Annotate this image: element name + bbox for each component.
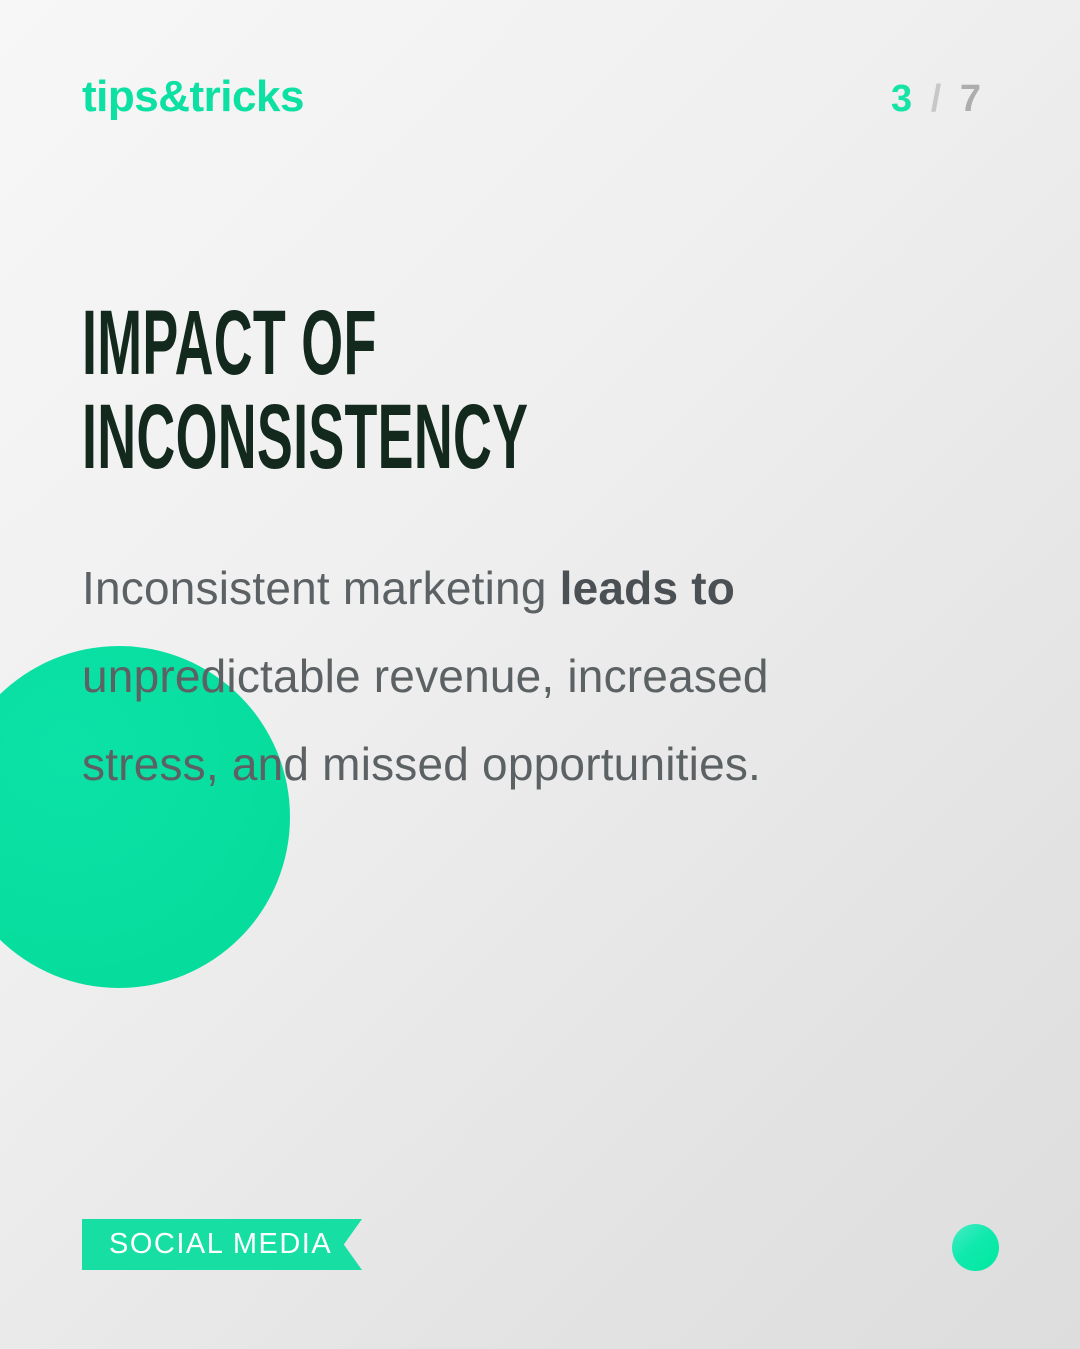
small-green-circle-decoration [952, 1224, 999, 1271]
slide-title-line1: IMPACT OF [82, 292, 377, 394]
body-line-3: stress, and missed opportunities. [82, 738, 762, 790]
category-ribbon: SOCIAL MEDIA [82, 1219, 362, 1270]
body-line1-regular: Inconsistent marketing [82, 562, 560, 614]
body-line1-bold: leads to [559, 562, 736, 614]
page-indicator-separator: / [930, 78, 943, 120]
large-green-circle-decoration [0, 646, 290, 988]
page-indicator-total: 7 [959, 78, 982, 120]
slide-header: tips&tricks 3 / 7 [82, 72, 982, 122]
brand-label: tips&tricks [82, 72, 304, 121]
slide-body-text: Inconsistent marketing leads to unpredic… [82, 544, 942, 808]
body-line-2: unpredictable revenue, increased [82, 650, 769, 702]
page-indicator: 3 / 7 [891, 78, 982, 121]
slide-title: IMPACT OF INCONSISTENCY [82, 296, 528, 484]
page-indicator-current: 3 [891, 78, 914, 120]
body-line-1: Inconsistent marketing leads to [82, 544, 942, 632]
slide-title-line2: INCONSISTENCY [82, 386, 529, 488]
category-ribbon-label: SOCIAL MEDIA [109, 1228, 333, 1260]
